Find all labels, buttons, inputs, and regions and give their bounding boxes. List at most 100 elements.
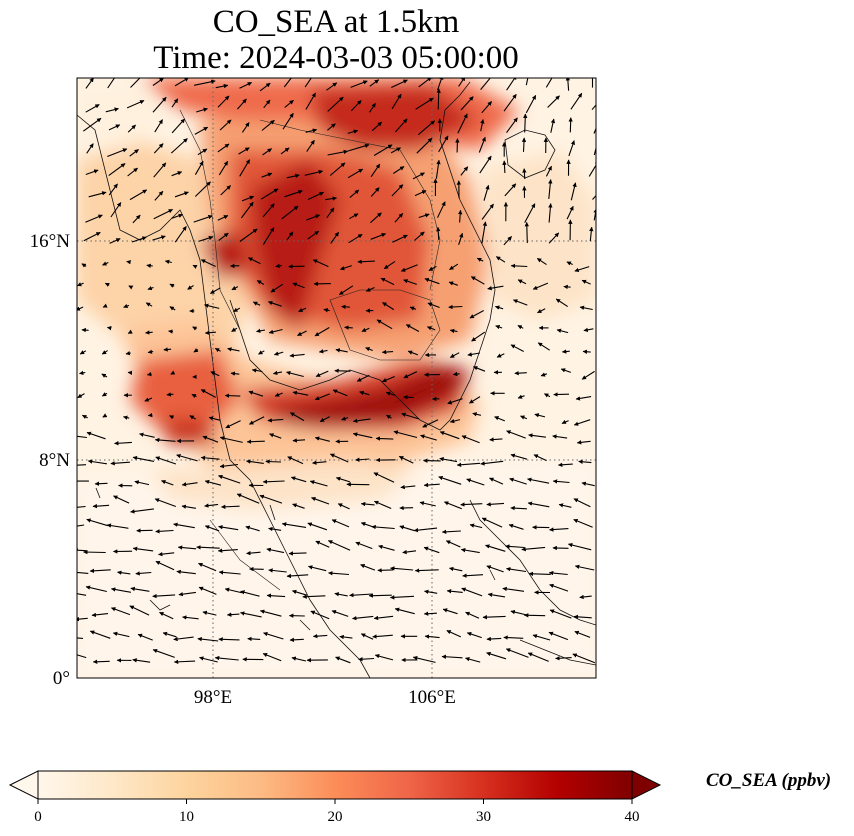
wind-arrow [496,353,505,358]
wind-arrow [403,394,414,400]
wind-arrow [82,414,88,420]
wind-arrow [521,546,546,552]
wind-arrow [114,441,132,446]
wind-arrow [262,479,285,484]
wind-arrow [545,165,552,177]
wind-arrow [509,477,527,485]
wind-arrow [204,303,220,309]
wind-arrow [517,279,527,285]
wind-arrow [319,416,330,423]
wind-arrow [154,119,163,133]
wind-arrow [412,172,425,180]
wind-arrow [460,96,474,111]
wind-arrow [155,456,177,465]
wind-arrow [552,434,568,439]
wind-arrow [348,233,363,244]
wind-arrow [283,78,292,88]
wind-arrow [323,308,330,313]
wind-arrow [246,550,261,556]
wind-arrow [197,148,208,156]
wind-arrow [287,456,304,465]
wind-arrow [446,589,463,594]
wind-arrow [265,459,282,464]
wind-arrow [461,435,480,444]
wind-arrow [218,160,229,176]
wind-arrow [262,148,272,156]
wind-arrow [591,104,596,111]
wind-arrow [356,374,370,382]
wind-arrow [154,437,176,443]
wind-arrow [414,568,439,573]
wind-arrow [129,189,148,201]
wind-arrow [110,202,122,218]
wind-arrow [409,306,417,311]
wind-arrow [517,394,525,399]
wind-arrow [217,95,230,108]
wind-arrow [561,349,570,354]
wind-arrow [312,259,329,268]
wind-arrow [272,370,283,376]
wind-arrow [189,415,196,420]
wind-arrow [435,159,441,179]
wind-arrow [588,160,596,177]
wind-arrow [85,169,99,176]
wind-arrow [521,137,527,152]
wind-arrow [85,585,107,593]
wind-arrow [101,392,108,397]
wind-arrow [208,416,221,421]
wind-arrow [106,326,112,331]
wind-arrow [583,327,594,333]
wind-arrow [129,605,150,616]
wind-arrow [146,263,153,268]
wind-arrow [217,143,230,153]
wind-arrow [131,236,147,243]
wind-arrow [89,568,111,574]
wind-arrow [307,565,327,572]
wind-arrow [88,191,107,198]
wind-arrow [452,371,460,377]
wind-arrow [359,390,370,396]
wind-arrow [251,368,263,373]
wind-arrow [94,481,108,486]
wind-arrow [191,393,197,399]
wind-arrow [527,652,549,662]
wind-arrow [578,459,592,464]
wind-arrow [218,232,229,241]
wind-arrow [292,503,305,509]
wind-arrow [290,412,305,422]
wind-arrow [259,494,283,504]
wind-arrow [245,525,260,532]
wind-arrow [390,147,401,154]
wind-arrow [589,226,594,242]
wind-arrow [145,330,153,335]
wind-arrow [77,435,87,439]
wind-arrow [386,414,392,420]
wind-arrow [273,351,284,356]
wind-arrow [241,122,250,133]
wind-arrow [574,630,591,638]
wind-arrow [236,493,260,504]
wind-arrow [110,461,130,466]
wind-arrow [380,277,395,286]
wind-arrow [171,118,186,134]
wind-arrow [547,95,560,108]
wind-arrow [349,213,359,220]
wind-arrow [224,587,243,594]
wind-arrow [537,308,546,314]
wind-arrow [391,184,404,197]
wind-arrow [394,118,408,133]
wind-arrow [495,325,503,330]
wind-arrow [458,232,464,245]
wind-arrow [581,481,595,487]
wind-arrow [370,187,380,197]
wind-arrow [441,529,461,535]
wind-arrow [465,611,480,619]
wind-arrow [550,118,556,133]
wind-arrow [478,136,486,153]
wind-arrow [370,212,382,224]
wind-arrow [579,305,593,311]
wind-arrow [132,658,151,663]
wind-arrow [466,478,485,486]
wind-arrow [281,522,307,528]
wind-arrow [105,107,119,113]
